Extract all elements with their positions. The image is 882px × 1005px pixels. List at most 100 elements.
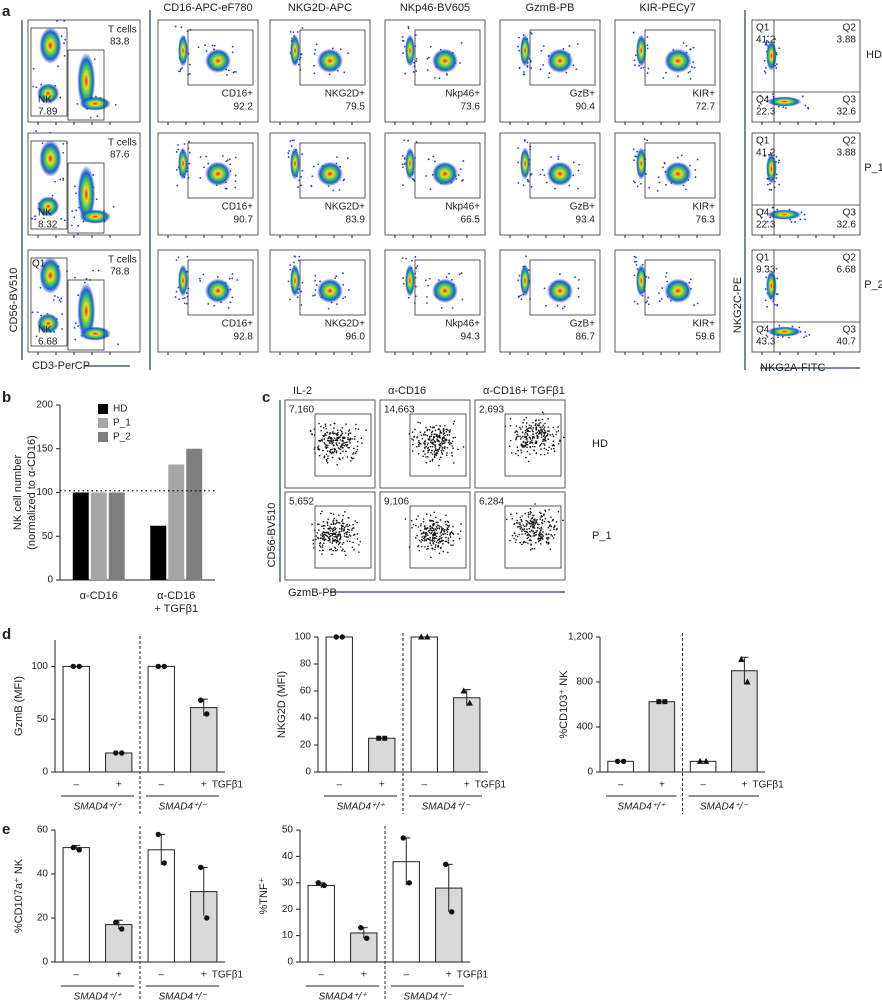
event-dot: [543, 442, 545, 445]
event-dot: [36, 311, 39, 314]
event-dot: [57, 296, 59, 299]
data-point: [333, 634, 339, 640]
event-dot: [420, 523, 422, 525]
event-dot: [445, 454, 448, 457]
event-dot: [407, 25, 410, 28]
event-dot: [402, 166, 404, 169]
event-dot: [528, 424, 531, 427]
event-dot: [338, 457, 341, 460]
event-dot: [421, 437, 424, 440]
event-dot: [335, 443, 338, 446]
event-dot: [426, 57, 429, 60]
event-dot: [203, 166, 205, 169]
event-dot: [778, 324, 781, 327]
data-point: [76, 663, 82, 670]
event-dot: [339, 429, 342, 431]
event-dot: [446, 520, 449, 523]
event-dot: [661, 287, 664, 289]
event-dot: [646, 36, 649, 38]
x-tick-label: α-CD16: [157, 590, 195, 602]
event-dot: [96, 115, 99, 118]
event-dot: [420, 434, 423, 436]
event-dot: [75, 192, 77, 195]
data-point: [744, 678, 751, 685]
event-dot: [430, 431, 433, 434]
event-dot: [418, 539, 421, 542]
event-dot: [422, 520, 425, 523]
event-dot: [348, 531, 350, 534]
event-dot: [73, 216, 76, 219]
density-blob: [767, 326, 802, 337]
event-dot: [296, 296, 299, 299]
event-dot: [536, 431, 539, 434]
event-dot: [440, 451, 443, 454]
x-tick-label: +: [446, 970, 452, 981]
bar: [62, 665, 90, 773]
event-dot: [332, 431, 334, 433]
event-dot: [540, 49, 543, 52]
event-dot: [449, 534, 451, 536]
event-dot: [520, 526, 523, 529]
event-dot: [541, 519, 544, 521]
event-dot: [429, 542, 432, 544]
gate-value: 79.5: [346, 102, 366, 113]
gate-value: 92.8: [234, 332, 254, 343]
event-dot: [338, 514, 340, 516]
event-dot: [318, 523, 320, 526]
event-dot: [539, 421, 542, 424]
event-dot: [434, 548, 436, 551]
gate-value: 86.7: [576, 332, 596, 343]
event-dot: [544, 431, 547, 434]
treatment-label: TGFβ1: [212, 970, 244, 981]
event-dot: [442, 439, 445, 442]
event-dot: [345, 533, 348, 535]
event-dot: [531, 521, 534, 523]
event-dot: [75, 209, 78, 212]
event-dot: [530, 529, 533, 532]
event-dot: [424, 447, 426, 449]
event-dot: [544, 422, 546, 425]
event-dot: [321, 535, 324, 538]
event-dot: [343, 529, 346, 531]
data-point: [443, 861, 449, 868]
gate-label: CD16+: [222, 89, 254, 100]
treatment-label: TGFβ1: [752, 780, 784, 791]
event-dot: [548, 446, 551, 449]
event-dot: [522, 422, 524, 424]
event-dot: [431, 458, 434, 461]
column-header: GzmB-PB: [526, 2, 575, 14]
event-dot: [322, 449, 324, 452]
event-dot: [428, 429, 431, 431]
event-dot: [435, 435, 438, 437]
event-dot: [326, 524, 329, 527]
event-dot: [444, 532, 446, 535]
event-dot: [63, 219, 66, 222]
quadrant-value: 3.88: [837, 35, 857, 46]
event-dot: [325, 460, 328, 462]
event-dot: [335, 527, 337, 530]
plot-frame: [614, 132, 721, 236]
event-dot: [402, 277, 404, 279]
event-dot: [227, 306, 230, 309]
event-dot: [415, 57, 418, 60]
event-dot: [354, 452, 357, 455]
event-dot: [552, 440, 555, 442]
event-dot: [557, 510, 560, 513]
event-dot: [433, 455, 436, 457]
event-dot: [443, 437, 446, 440]
event-dot: [439, 430, 442, 432]
event-dot: [421, 536, 423, 538]
event-dot: [309, 429, 312, 432]
density-blob: [547, 278, 573, 304]
event-dot: [341, 446, 344, 449]
event-dot: [663, 161, 666, 164]
event-dot: [520, 525, 522, 527]
event-dot: [436, 439, 439, 442]
event-dot: [546, 538, 549, 541]
event-dot: [520, 436, 523, 439]
event-dot: [522, 184, 525, 187]
event-dot: [563, 305, 566, 308]
gate-label: NK: [38, 325, 52, 336]
event-dot: [761, 326, 764, 329]
event-dot: [765, 334, 768, 337]
